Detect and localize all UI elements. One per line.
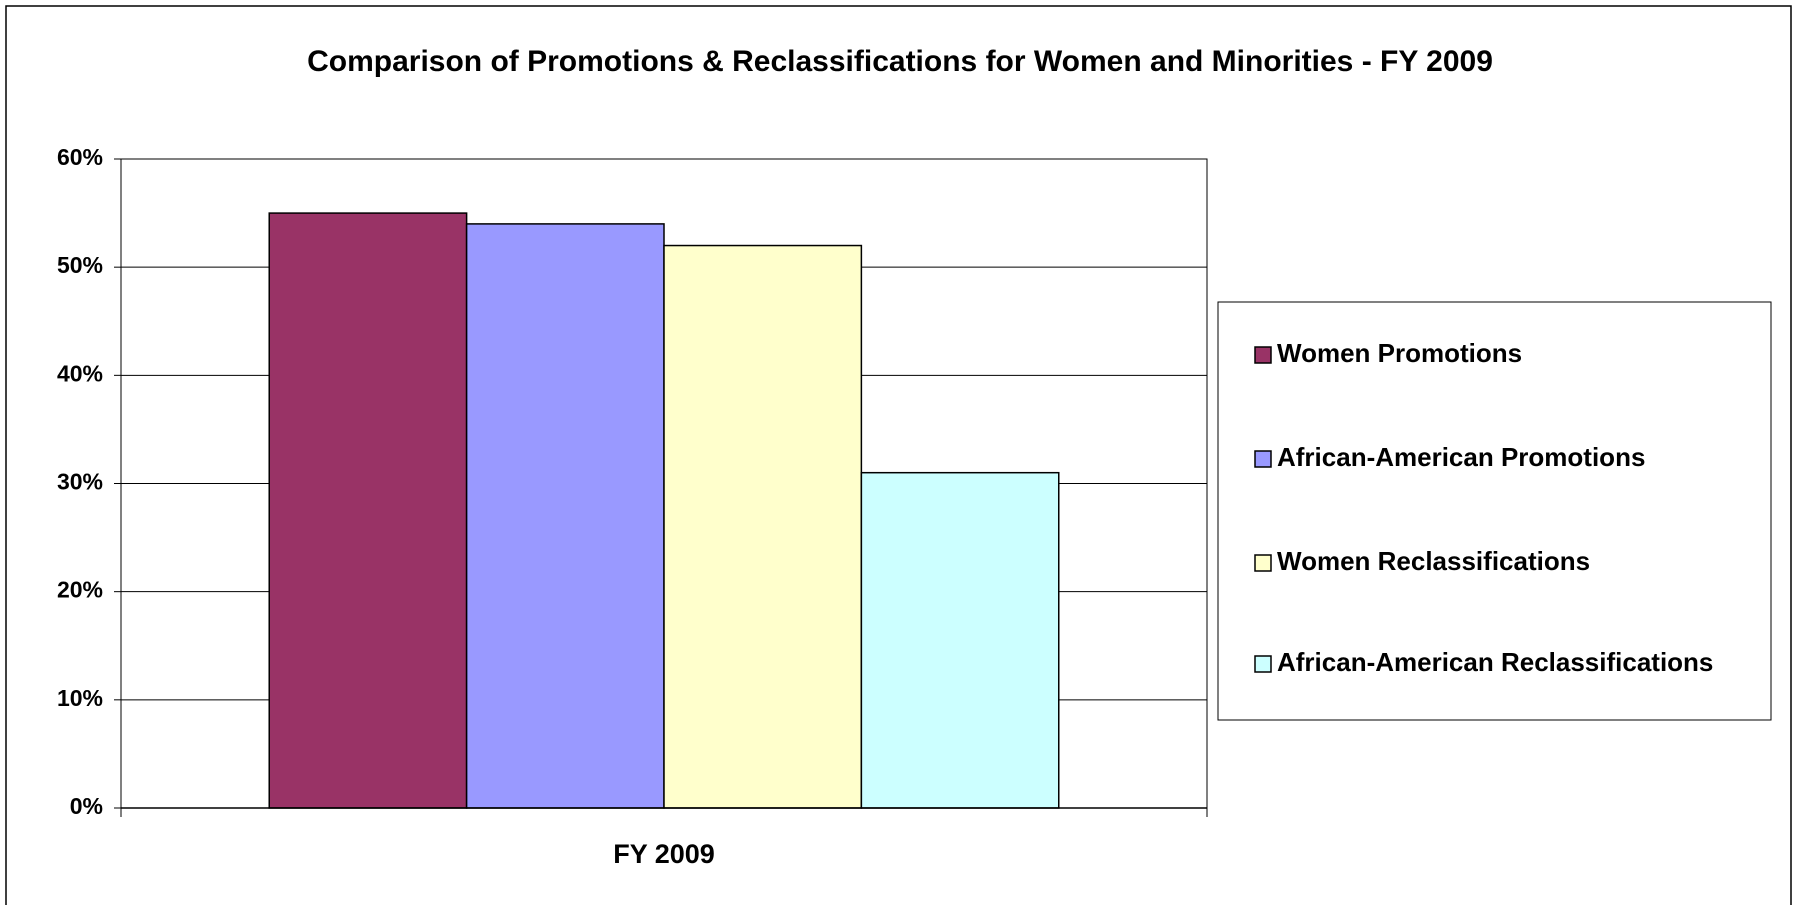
bar <box>663 244 863 809</box>
y-tick-label: 40% <box>57 360 103 386</box>
legend-label: Women Reclassifications <box>1277 546 1590 576</box>
bar <box>268 212 468 809</box>
legend-label: African-American Reclassifications <box>1277 647 1713 677</box>
legend-swatch <box>1254 655 1272 673</box>
chart-title: Comparison of Promotions & Reclassificat… <box>307 45 1493 78</box>
y-tick-label: 30% <box>57 469 103 495</box>
y-tick-label: 0% <box>70 793 103 819</box>
legend-label: African-American Promotions <box>1277 442 1645 472</box>
legend-swatch <box>1254 346 1272 364</box>
legend-swatch <box>1254 554 1272 572</box>
y-tick-label: 10% <box>57 685 103 711</box>
bar <box>860 471 1060 809</box>
y-tick-label: 20% <box>57 577 103 603</box>
y-tick-label: 60% <box>57 144 103 170</box>
x-tick-label: FY 2009 <box>613 839 715 869</box>
legend-box <box>1217 301 1772 721</box>
bar <box>465 223 665 809</box>
legend-swatch <box>1254 450 1272 468</box>
y-tick-label: 50% <box>57 252 103 278</box>
legend-label: Women Promotions <box>1277 338 1522 368</box>
